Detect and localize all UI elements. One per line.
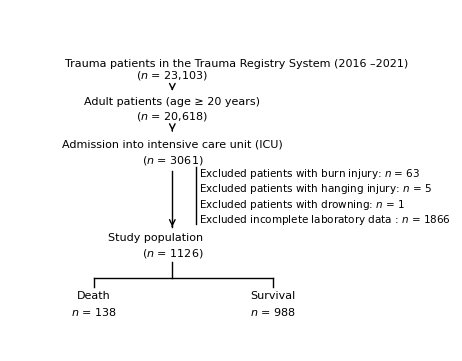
Text: Excluded patients with drowning: $n$ = 1: Excluded patients with drowning: $n$ = 1 <box>199 197 406 212</box>
Text: Excluded patients with hanging injury: $n$ = 5: Excluded patients with hanging injury: $… <box>199 182 432 196</box>
Text: Excluded incomplete laboratory data : $n$ = 1866: Excluded incomplete laboratory data : $n… <box>199 213 451 227</box>
Text: Excluded patients with burn injury: $n$ = 63: Excluded patients with burn injury: $n$ … <box>199 167 420 181</box>
Text: ($n$ = 3061): ($n$ = 3061) <box>141 153 203 166</box>
Text: Death: Death <box>77 291 110 301</box>
Text: Admission into intensive care unit (ICU): Admission into intensive care unit (ICU) <box>62 140 283 150</box>
Text: ($n$ = 20,618): ($n$ = 20,618) <box>136 110 208 123</box>
Text: Study population: Study population <box>108 233 203 243</box>
Text: Adult patients (age ≥ 20 years): Adult patients (age ≥ 20 years) <box>85 97 260 107</box>
Text: $n$ = 138: $n$ = 138 <box>71 305 116 318</box>
Text: Survival: Survival <box>250 291 295 301</box>
Text: $n$ = 988: $n$ = 988 <box>249 305 296 318</box>
Text: ($n$ = 1126): ($n$ = 1126) <box>141 247 203 260</box>
Text: ($n$ = 23,103): ($n$ = 23,103) <box>136 69 208 82</box>
Text: Trauma patients in the Trauma Registry System (2016 –2021): Trauma patients in the Trauma Registry S… <box>65 58 408 69</box>
